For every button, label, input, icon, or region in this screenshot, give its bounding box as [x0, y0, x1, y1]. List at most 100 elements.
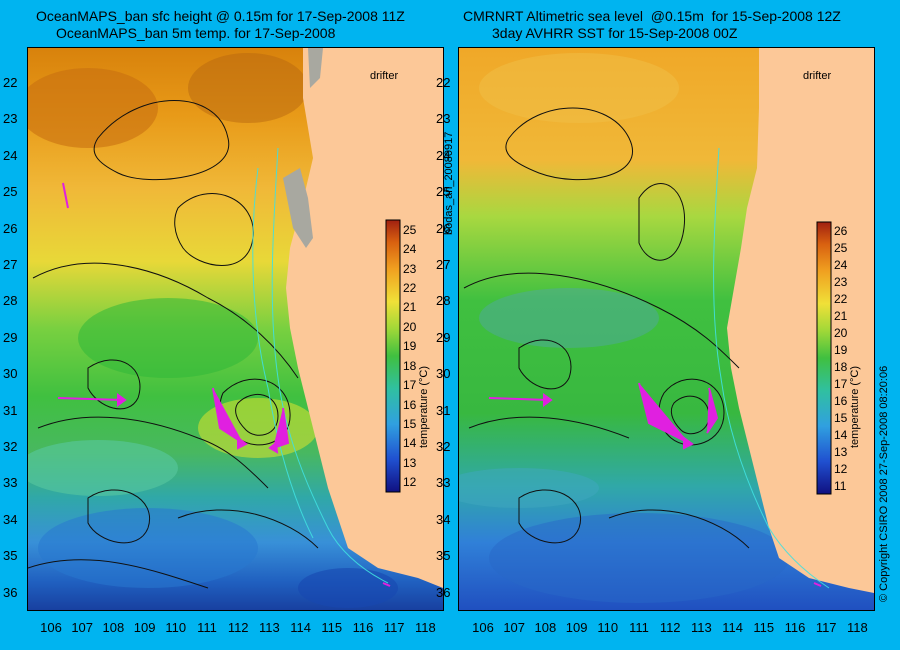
- lon-tick-label: 112: [659, 620, 681, 635]
- copyright-label: © Copyright CSIRO 2008 27-Sep-2008 08:20…: [878, 365, 890, 602]
- lon-tick-label: 115: [321, 620, 343, 635]
- colorbar-tick-label: 19: [403, 339, 417, 354]
- right-drifter-legend: drifter: [803, 70, 832, 82]
- left-drifter-arrows: [57, 182, 391, 587]
- lat-tick-label: 25: [436, 184, 451, 200]
- colorbar-tick-label: 17: [834, 376, 848, 391]
- lat-tick-label: 34: [3, 511, 18, 527]
- lon-tick-label: 111: [197, 620, 217, 635]
- colorbar-tick-label: 23: [403, 261, 417, 276]
- colorbar-tick-label: 11: [834, 478, 847, 493]
- colorbar-tick-label: 18: [834, 359, 848, 374]
- lon-tick-label: 114: [722, 620, 743, 635]
- lat-tick-label: 26: [3, 220, 18, 236]
- colorbar-tick-label: 22: [403, 281, 417, 295]
- lon-tick-label: 113: [259, 620, 280, 635]
- side-label: bodas_an_20080917: [443, 131, 455, 235]
- lat-tick-label: 34: [436, 511, 451, 527]
- lon-tick-label: 110: [597, 620, 619, 635]
- colorbar-tick-label: 24: [834, 257, 848, 272]
- right-sst-map: [459, 48, 874, 610]
- right-colorbar-title: temperature (°C): [849, 365, 861, 448]
- lat-tick-label: 30: [3, 366, 18, 382]
- lon-tick-label: 108: [534, 620, 557, 635]
- colorbar-tick-label: 26: [834, 223, 848, 238]
- lat-tick-label: 33: [3, 475, 18, 491]
- lon-tick-label: 118: [847, 620, 868, 635]
- colorbar-tick-label: 23: [834, 274, 848, 289]
- lon-tick-label: 111: [629, 620, 649, 635]
- colorbar-tick-label: 16: [834, 393, 848, 408]
- right-title-line1: CMRNRT Altimetric sea level @0.15m for 1…: [463, 8, 841, 24]
- colorbar-tick-label: 22: [834, 291, 848, 306]
- lat-tick-label: 24: [436, 147, 451, 163]
- colorbar-tick-label: 20: [403, 319, 417, 334]
- lat-tick-label: 29: [3, 329, 18, 345]
- lat-tick-label: 23: [436, 111, 451, 127]
- colorbar-tick-label: 12: [403, 475, 417, 490]
- lat-tick-label: 35: [3, 548, 18, 564]
- colorbar-tick-label: 17: [403, 378, 417, 393]
- colorbar-tick-label: 25: [834, 240, 848, 255]
- lon-tick-label: 106: [472, 620, 494, 635]
- left-title-line1: OceanMAPS_ban sfc height @ 0.15m for 17-…: [36, 8, 405, 24]
- right-drifter-arrows: [488, 382, 822, 587]
- left-map-panel: drifter 12 13 14 15 16 17 18 19 20 21 22 23 24 25 tem…: [27, 47, 444, 611]
- lon-tick-label: 113: [691, 620, 712, 635]
- lat-tick-label: 36: [3, 584, 18, 600]
- lon-tick-label: 116: [784, 620, 806, 635]
- colorbar-tick-label: 13: [834, 444, 848, 459]
- left-title-line2: OceanMAPS_ban 5m temp. for 17-Sep-2008: [56, 25, 336, 41]
- left-colorbar-title: temperature (°C): [418, 365, 430, 448]
- lat-tick-label: 22: [436, 75, 451, 90]
- lat-tick-label: 31: [3, 402, 18, 418]
- lon-tick-label: 109: [133, 620, 156, 635]
- colorbar-tick-label: 18: [403, 358, 417, 373]
- left-drifter-legend: drifter: [370, 70, 399, 82]
- left-sst-map: [28, 48, 443, 610]
- colorbar-tick-label: 14: [403, 436, 417, 451]
- colorbar-tick-label: 13: [403, 455, 417, 470]
- lat-tick-label: 26: [436, 220, 451, 236]
- lon-tick-label: 109: [565, 620, 588, 635]
- lat-tick-label: 33: [436, 475, 451, 491]
- colorbar-tick-label: 15: [403, 417, 417, 431]
- lon-tick-label: 116: [352, 620, 374, 635]
- lon-tick-label: 110: [165, 620, 187, 635]
- lon-tick-label: 107: [71, 620, 94, 635]
- lat-tick-label: 32: [436, 439, 451, 454]
- lon-tick-label: 118: [415, 620, 436, 635]
- colorbar-tick-label: 15: [834, 410, 848, 425]
- lon-tick-label: 115: [753, 620, 775, 635]
- lat-tick-label: 24: [3, 147, 18, 163]
- colorbar-tick-label: 25: [403, 222, 417, 237]
- right-map-panel: drifter 11 12 13 14 15 16 17 18 19 20 21 22 23 24 25 26…: [458, 47, 875, 611]
- lat-tick-label: 27: [3, 257, 18, 272]
- lat-tick-label: 35: [436, 548, 451, 564]
- colorbar-tick-label: 19: [834, 342, 848, 357]
- lat-tick-label: 25: [3, 184, 18, 200]
- lon-tick-label: 117: [815, 620, 837, 635]
- lon-tick-label: 114: [290, 620, 311, 635]
- lat-tick-label: 30: [436, 366, 451, 382]
- colorbar-tick-label: 24: [403, 242, 417, 257]
- colorbar-tick-label: 21: [403, 300, 417, 315]
- right-title-line2: 3day AVHRR SST for 15-Sep-2008 00Z: [492, 25, 738, 41]
- lat-tick-label: 31: [436, 402, 451, 418]
- lon-tick-label: 112: [227, 620, 249, 635]
- colorbar-tick-label: 14: [834, 427, 848, 442]
- lat-tick-label: 27: [436, 257, 451, 272]
- lat-tick-label: 36: [436, 584, 451, 600]
- colorbar-tick-label: 21: [834, 308, 848, 323]
- lon-tick-label: 117: [383, 620, 405, 635]
- colorbar-tick-label: 20: [834, 325, 848, 340]
- lat-tick-label: 29: [436, 329, 451, 345]
- lon-tick-label: 108: [102, 620, 125, 635]
- colorbar-tick-label: 16: [403, 397, 417, 412]
- lat-tick-label: 28: [436, 293, 451, 309]
- lat-tick-label: 28: [3, 293, 18, 309]
- colorbar-tick-label: 12: [834, 461, 848, 476]
- lon-tick-label: 107: [503, 620, 526, 635]
- lat-tick-label: 32: [3, 439, 18, 454]
- lat-tick-label: 23: [3, 111, 18, 127]
